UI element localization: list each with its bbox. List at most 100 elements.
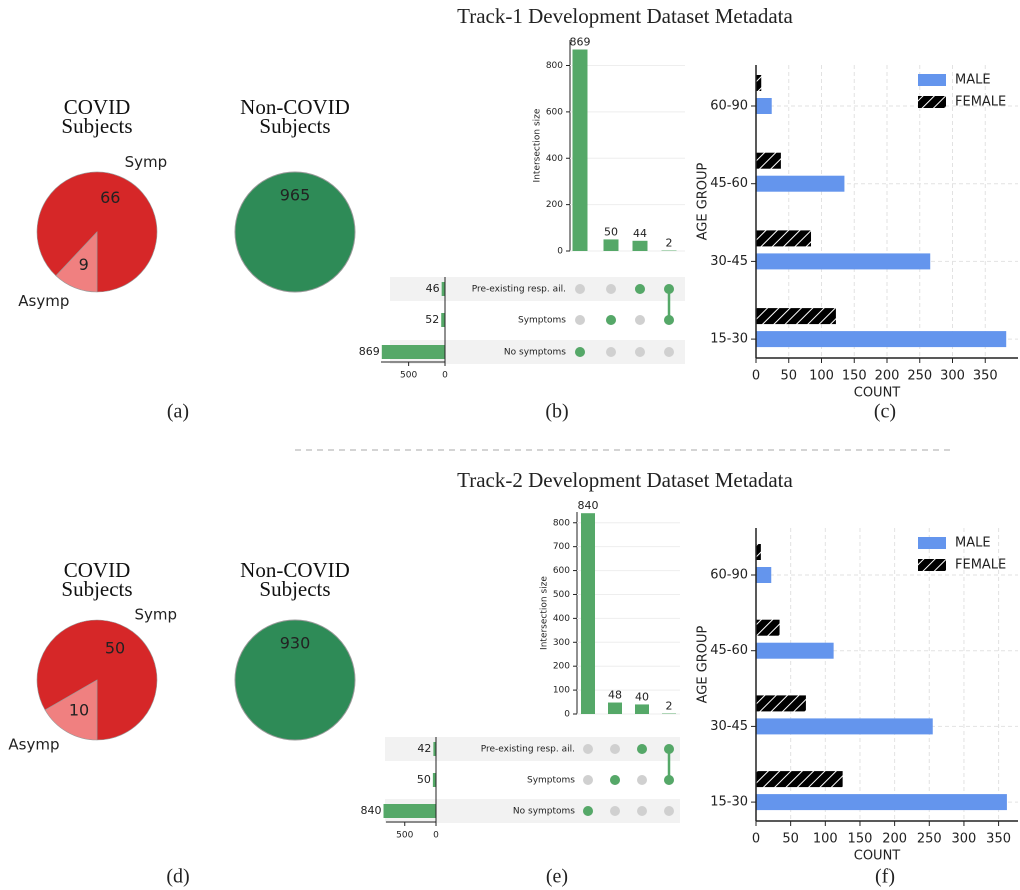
y-axis-label: Intersection size xyxy=(533,108,543,182)
set-tick-label: 0 xyxy=(433,831,439,841)
pie-label: Asymp xyxy=(18,292,69,310)
bar-value-label: 50 xyxy=(604,225,618,238)
bar-value-label: 840 xyxy=(578,499,599,512)
matrix-dot xyxy=(635,284,645,294)
x-tick-label: 100 xyxy=(813,832,838,847)
set-tick-label: 500 xyxy=(396,831,413,841)
y-tick-label: 15-30 xyxy=(710,795,748,810)
matrix-dot-empty xyxy=(610,744,620,754)
bar xyxy=(756,619,780,636)
y-tick-label: 30-45 xyxy=(710,719,748,734)
x-axis-label: COUNT xyxy=(854,386,901,401)
bar xyxy=(756,175,845,192)
x-tick-label: 250 xyxy=(907,369,932,384)
bar-value-label: 44 xyxy=(633,227,647,240)
bar xyxy=(603,239,619,251)
set-name: Symptoms xyxy=(527,776,575,786)
y-tick-label: 800 xyxy=(546,61,563,71)
x-tick-label: 250 xyxy=(917,832,942,847)
y-tick-label: 300 xyxy=(553,638,570,648)
matrix-dot xyxy=(664,744,674,754)
y-tick-label: 0 xyxy=(564,710,570,720)
pie-value-label: 50 xyxy=(105,638,125,657)
set-tick-label: 500 xyxy=(400,371,417,381)
pie-value-label: 9 xyxy=(79,255,89,274)
set-size-label: 869 xyxy=(359,345,380,358)
panel-label: (d) xyxy=(166,866,189,888)
track-title: Track-1 Development Dataset Metadata xyxy=(457,4,793,28)
y-tick-label: 600 xyxy=(546,107,563,117)
matrix-dot-empty xyxy=(575,284,585,294)
bar xyxy=(581,513,595,714)
bar xyxy=(756,308,836,325)
matrix-dot-empty xyxy=(610,806,620,816)
y-tick-label: 400 xyxy=(546,154,563,164)
set-name: No symptoms xyxy=(513,807,575,817)
matrix-dot-empty xyxy=(583,744,593,754)
matrix-dot-empty xyxy=(635,347,645,357)
y-tick-label: 60-90 xyxy=(710,568,748,583)
bar xyxy=(756,794,1007,811)
matrix-dot-empty xyxy=(635,315,645,325)
matrix-dot-empty xyxy=(637,775,647,785)
y-tick-label: 15-30 xyxy=(710,332,748,347)
set-bar xyxy=(383,804,436,818)
bar xyxy=(756,253,931,270)
set-bar xyxy=(433,742,436,756)
legend-swatch xyxy=(918,537,946,549)
set-bar xyxy=(441,313,445,327)
pie-value-label: 10 xyxy=(69,701,89,720)
x-tick-label: 300 xyxy=(940,369,965,384)
y-tick-label: 45-60 xyxy=(710,643,748,658)
set-name: Pre-existing resp. ail. xyxy=(481,745,575,755)
set-bar xyxy=(432,773,436,787)
panel-label: (a) xyxy=(167,401,189,423)
bar xyxy=(572,49,588,251)
matrix-dot-empty xyxy=(575,315,585,325)
bar-value-label: 2 xyxy=(666,237,673,250)
matrix-dot-empty xyxy=(664,347,674,357)
matrix-dot xyxy=(664,284,674,294)
bar xyxy=(632,240,648,251)
pie-title: Non-COVID Subjects xyxy=(240,558,350,601)
x-tick-label: 200 xyxy=(875,369,900,384)
bar xyxy=(756,695,806,712)
legend-label: FEMALE xyxy=(955,558,1006,573)
x-tick-label: 150 xyxy=(842,369,867,384)
x-tick-label: 100 xyxy=(809,369,834,384)
bar xyxy=(756,152,781,169)
panel-label: (c) xyxy=(874,401,896,423)
x-tick-label: 0 xyxy=(752,832,760,847)
pie-value-label: 66 xyxy=(100,188,120,207)
y-tick-label: 200 xyxy=(553,662,570,672)
matrix-dot-empty xyxy=(637,806,647,816)
legend-label: MALE xyxy=(955,73,991,88)
matrix-dot xyxy=(583,806,593,816)
y-tick-label: 0 xyxy=(557,247,563,257)
set-name: Pre-existing resp. ail. xyxy=(472,285,566,295)
pie-value-label: 930 xyxy=(280,634,311,653)
set-bar xyxy=(381,345,445,359)
y-tick-label: 400 xyxy=(553,614,570,624)
pie-slice xyxy=(44,679,98,741)
bar-value-label: 869 xyxy=(570,36,591,49)
set-size-label: 840 xyxy=(361,804,382,817)
panel-label: (e) xyxy=(546,866,568,888)
legend-swatch xyxy=(918,96,946,108)
y-tick-label: 800 xyxy=(553,518,570,528)
matrix-dot xyxy=(575,347,585,357)
x-tick-label: 350 xyxy=(986,832,1011,847)
pie-slice xyxy=(234,619,356,741)
x-axis-label: COUNT xyxy=(854,849,901,864)
y-axis-label: AGE GROUP xyxy=(696,625,711,703)
bar xyxy=(756,718,933,735)
panel-label: (b) xyxy=(545,401,568,423)
pie-label: Asymp xyxy=(8,735,59,753)
x-tick-label: 0 xyxy=(752,369,760,384)
matrix-dot xyxy=(610,775,620,785)
matrix-dot-empty xyxy=(583,775,593,785)
matrix-dot xyxy=(637,744,647,754)
matrix-dot-empty xyxy=(606,284,616,294)
